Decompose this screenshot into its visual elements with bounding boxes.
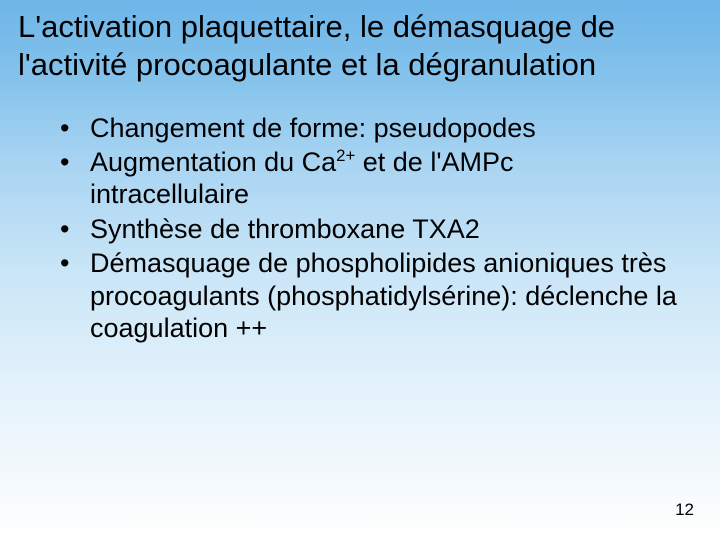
title-line-2: l'activité procoagulante et la dégranula… [18, 47, 596, 82]
bullet-text: Changement de forme: pseudopodes [90, 113, 536, 143]
superscript: 2+ [336, 146, 355, 165]
slide-content: Changement de forme: pseudopodes Augment… [0, 84, 720, 345]
list-item: Augmentation du Ca2+ et de l'AMPc intrac… [60, 146, 678, 211]
list-item: Changement de forme: pseudopodes [60, 112, 678, 144]
slide-title: L'activation plaquettaire, le démasquage… [0, 0, 720, 84]
bullet-text-pre: Augmentation du Ca [90, 147, 336, 177]
bullet-text: Synthèse de thromboxane TXA2 [90, 214, 480, 244]
page-number: 12 [675, 500, 694, 520]
list-item: Synthèse de thromboxane TXA2 [60, 213, 678, 245]
bullet-text: Démasquage de phospholipides anioniques … [90, 248, 677, 343]
title-line-1: L'activation plaquettaire, le démasquage… [18, 9, 615, 44]
bullet-list: Changement de forme: pseudopodes Augment… [60, 112, 678, 345]
list-item: Démasquage de phospholipides anioniques … [60, 247, 678, 344]
slide: L'activation plaquettaire, le démasquage… [0, 0, 720, 540]
